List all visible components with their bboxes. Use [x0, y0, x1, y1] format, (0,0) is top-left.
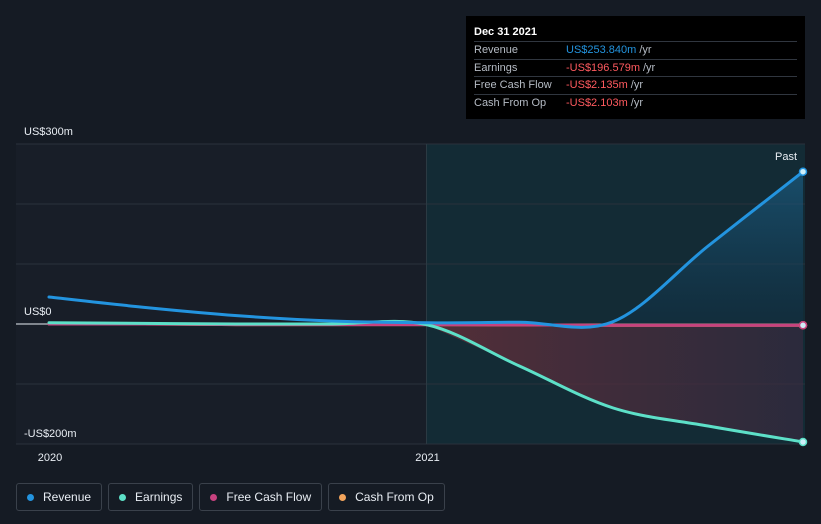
tooltip-unit: /yr: [630, 79, 643, 91]
data-tooltip: Dec 31 2021 Revenue US$253.840m /yr Earn…: [466, 16, 805, 119]
legend-free-cash-flow[interactable]: Free Cash Flow: [199, 483, 323, 511]
y-tick-label: US$0: [24, 306, 52, 318]
legend-label: Earnings: [135, 490, 183, 504]
legend-label: Revenue: [43, 490, 92, 504]
earnings-area: [426, 324, 803, 442]
tooltip-date: Dec 31 2021: [474, 26, 537, 38]
legend-earnings[interactable]: Earnings: [108, 483, 194, 511]
tooltip-row-cash-from-op: Cash From Op -US$2.103m /yr: [474, 93, 797, 112]
revenue-area: [426, 171, 803, 328]
legend-dot-icon: [339, 493, 347, 501]
y-tick-label: -US$200m: [24, 428, 77, 440]
y-tick-label: US$300m: [24, 126, 73, 138]
tooltip-label: Free Cash Flow: [474, 79, 552, 91]
tooltip-label: Earnings: [474, 61, 518, 74]
revenue-endpoint: [798, 167, 808, 176]
tooltip-label: Revenue: [474, 44, 519, 56]
legend-dot-icon: [119, 493, 127, 501]
tooltip-value: -US$2.135m: [566, 79, 628, 91]
tooltip-row-earnings: Earnings -US$196.579m /yr: [474, 58, 797, 77]
tooltip-row-free-cash-flow: Free Cash Flow -US$2.135m /yr: [474, 76, 797, 94]
tooltip-unit: /yr: [639, 44, 652, 56]
earnings-endpoint: [798, 437, 808, 447]
tooltip-unit: /yr: [630, 96, 643, 109]
chart-legend: Revenue Earnings Free Cash Flow Cash Fro…: [16, 483, 445, 511]
tooltip-value: US$253.840m: [566, 44, 637, 56]
tooltip-label: Cash From Op: [474, 96, 547, 109]
legend-label: Cash From Op: [355, 490, 434, 504]
x-tick-label: 2021: [415, 452, 439, 464]
legend-label: Free Cash Flow: [226, 490, 312, 504]
financial-chart: US$300m US$0 -US$200m 2020 2021 Past: [16, 126, 808, 464]
tooltip-value: -US$196.579m: [566, 61, 640, 74]
legend-revenue[interactable]: Revenue: [16, 483, 103, 511]
tooltip-unit: /yr: [643, 61, 656, 74]
legend-dot-icon: [27, 493, 34, 501]
tooltip-value: -US$2.103m: [566, 96, 628, 109]
past-label: Past: [775, 151, 797, 163]
x-tick-label: 2020: [38, 452, 62, 464]
free-cash-flow-endpoint: [798, 321, 808, 330]
legend-cash-from-op[interactable]: Cash From Op: [328, 483, 445, 511]
legend-dot-icon: [210, 493, 218, 501]
tooltip-row-revenue: Revenue US$253.840m /yr: [474, 41, 797, 59]
revenue-line: [47, 170, 805, 329]
earnings-line: [47, 319, 805, 444]
